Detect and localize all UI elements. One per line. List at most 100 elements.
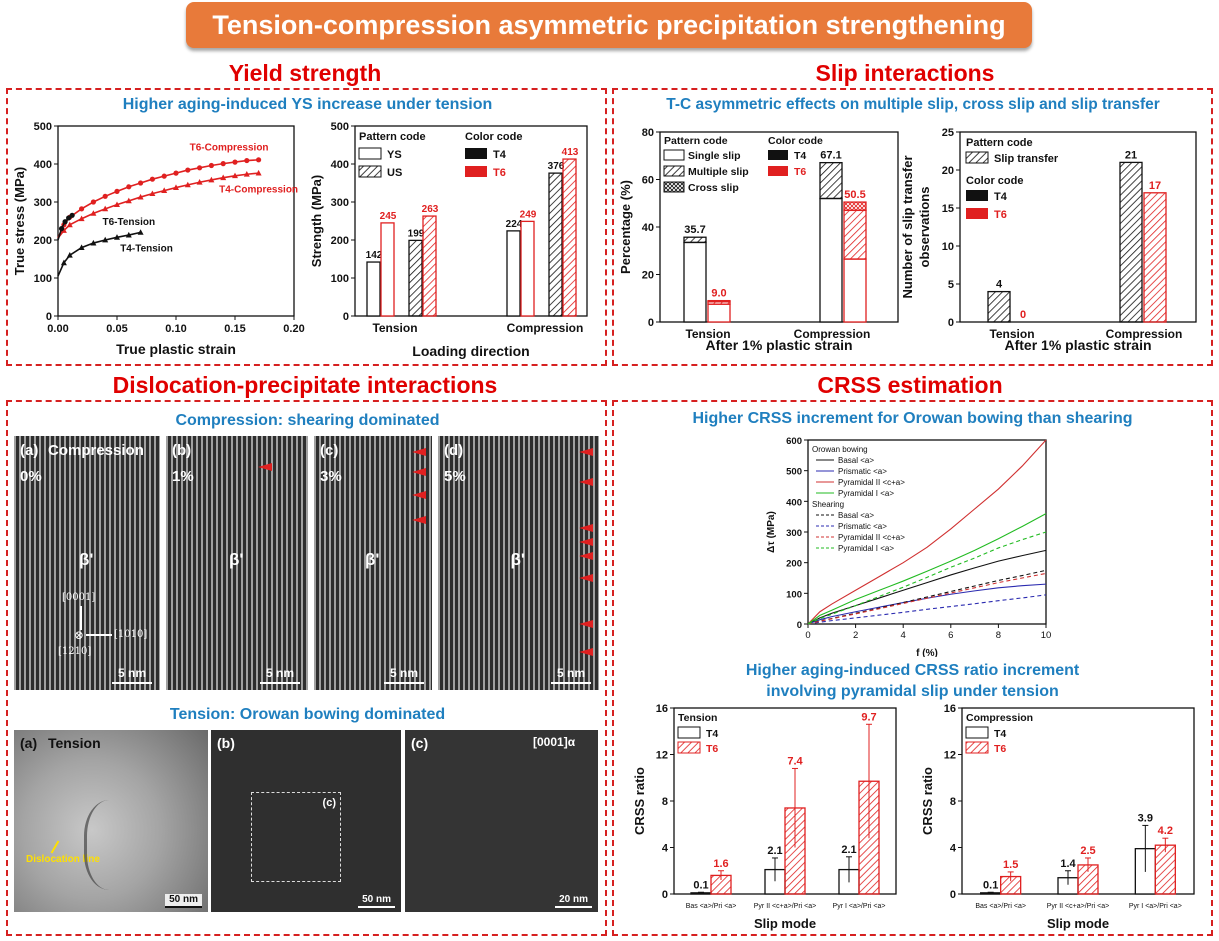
axis-up-line: [80, 606, 82, 630]
y-tick-label: 4: [950, 843, 957, 855]
y-tick-label: 10: [942, 241, 954, 253]
legend-label: T4: [994, 191, 1008, 203]
yield-panel: [6, 88, 607, 366]
tem-image: (a) Tension 50 nm Dislocation line: [14, 730, 208, 912]
data-point: [102, 193, 108, 199]
legend-title: Pattern code: [966, 137, 1033, 149]
series-label: T6-Compression: [190, 143, 269, 154]
data-point: [66, 215, 72, 221]
legend-label: T4: [994, 728, 1006, 740]
x-axis-label: Loading direction: [412, 343, 529, 359]
x-category-label: Bas <a>/Pri <a>: [686, 903, 737, 910]
axis-down-label: [1210]: [58, 646, 92, 657]
y-axis-label: Percentage (%): [618, 180, 633, 274]
dislocation-line-label: Dislocation line: [26, 854, 100, 865]
data-point: [173, 170, 179, 176]
bar-value-label: 1.4: [1060, 858, 1076, 870]
strain-label: 1%: [172, 468, 194, 485]
y-tick-label: 12: [656, 750, 668, 762]
legend-swatch: [966, 208, 988, 219]
image-tag: (c): [320, 442, 339, 459]
axis-up-label: [0001]: [62, 592, 96, 603]
legend-swatch: [663, 149, 685, 161]
strain-label: 0%: [20, 468, 42, 485]
plot-frame: [959, 131, 1197, 323]
data-point: [185, 167, 191, 173]
x-category-label: Compression: [1106, 327, 1183, 341]
y-axis-label: CRSS ratio: [920, 767, 935, 835]
x-tick-label: 6: [948, 630, 953, 641]
slip-step-arrow: [579, 538, 593, 546]
y-tick-label: 0: [797, 620, 802, 631]
bar-value-label: 3.9: [1138, 812, 1153, 824]
bar: [506, 230, 521, 317]
bar-value-label: 0.1: [983, 879, 998, 891]
y-tick-label: 0: [948, 317, 954, 329]
data-point: [78, 244, 85, 250]
y-tick-label: 200: [331, 235, 349, 247]
hrtem-image: (a) Compression 0% β' 5 nm [0001] ⊗ [1010][…: [14, 436, 160, 690]
bar-value-label: 199: [408, 228, 425, 239]
zoom-region-label: (c): [322, 797, 336, 809]
slip-step-arrow: [579, 574, 593, 582]
legend-label: T4: [794, 150, 806, 162]
legend-label: T6: [706, 743, 718, 755]
legend-label: Slip transfer: [994, 153, 1059, 165]
legend-label: Multiple slip: [688, 166, 749, 178]
x-category-label: Bas <a>/Pri <a>: [975, 903, 1026, 910]
slip-percentage-chart: 0 20 40 60 80 Percentage (%) After 1% plastic …: [618, 127, 899, 353]
legend-title: Color code: [768, 135, 823, 147]
data-point: [138, 180, 144, 186]
series-label: T4-Tension: [120, 243, 173, 254]
slip-panel: [612, 88, 1213, 366]
bar: [1143, 192, 1167, 323]
slip-step-arrow: [412, 491, 426, 499]
scale-bar: 5 nm: [259, 666, 300, 684]
legend-label: T4: [493, 149, 507, 161]
y-tick-label: 300: [34, 197, 52, 209]
bar-value-label: 9.7: [861, 711, 876, 723]
data-point: [90, 239, 97, 246]
legend-label: T4: [706, 728, 718, 740]
scale-bar: 5 nm: [111, 666, 152, 684]
scale-bar: 5 nm: [550, 666, 591, 684]
stack-segment: [819, 161, 843, 200]
series-line: [807, 572, 1047, 625]
legend-swatch: [465, 166, 487, 177]
series-line: [807, 594, 1047, 625]
y-tick-label: 500: [331, 121, 349, 133]
data-point: [102, 205, 109, 212]
data-point: [60, 227, 67, 233]
bar-value-label: 17: [1149, 180, 1161, 192]
data-point: [114, 234, 120, 240]
legend-swatch: [663, 165, 685, 177]
y-tick-label: 200: [786, 559, 802, 570]
section-title-dislocation: Dislocation-precipitate interactions: [112, 372, 498, 398]
x-tick-label: 0.00: [47, 323, 68, 335]
axis-origin-symbol: ⊗: [74, 628, 85, 642]
y-tick-label: 100: [331, 273, 349, 285]
legend-label: Prismatic <a>: [838, 522, 887, 531]
bar-value-label: 413: [562, 147, 579, 158]
stack-segment: [843, 209, 867, 260]
data-point: [79, 206, 85, 212]
data-point: [161, 187, 168, 193]
data-point: [256, 157, 262, 163]
bar: [366, 261, 381, 317]
data-point: [60, 259, 67, 266]
legend-label: Pyramidal I <a>: [838, 544, 894, 553]
legend-label: T6: [794, 166, 806, 178]
image-mode-label: Compression: [48, 442, 144, 459]
slip-step-arrow: [412, 516, 426, 524]
legend-label: T6: [994, 209, 1007, 221]
x-category-label: Pyr I <a>/Pri <a>: [833, 903, 886, 910]
legend-label: Single slip: [688, 150, 741, 162]
image-tag: (b): [172, 442, 192, 459]
data-point: [78, 215, 85, 222]
legend-title: Pattern code: [359, 131, 426, 143]
y-tick-label: 5: [948, 279, 954, 291]
legend-label: US: [387, 167, 402, 179]
x-category-label: Tension: [372, 321, 417, 335]
crss-subtitle-2a: Higher aging-induced CRSS ratio incremen…: [745, 662, 1080, 679]
